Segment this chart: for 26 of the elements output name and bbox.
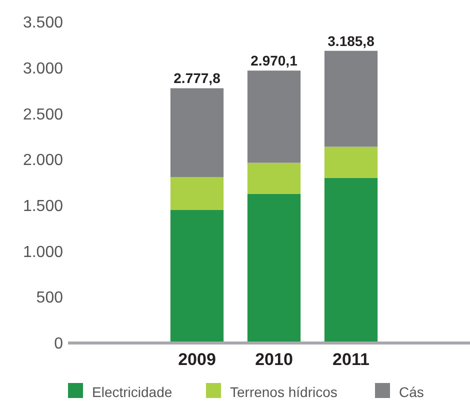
y-tick-label: 2.500: [22, 106, 64, 124]
x-tick-label: 2010: [255, 350, 293, 369]
bar: [247, 194, 301, 343]
x-tick-label: 2009: [178, 350, 216, 369]
bar: [247, 70, 301, 163]
y-tick-label: 500: [36, 290, 64, 307]
total-label: 2.777,8: [174, 70, 221, 86]
bar: [170, 88, 224, 177]
total-label: 2.970,1: [250, 52, 298, 69]
x-tick-label: 2011: [332, 350, 370, 369]
y-tick-label: 0: [54, 336, 64, 353]
y-tick-label: 1.000: [22, 244, 64, 261]
bar: [170, 210, 224, 343]
bar: [247, 162, 301, 194]
legend-label: Electricidade: [92, 384, 172, 400]
total-label: 3.185,8: [328, 32, 375, 49]
y-tick-label: 2.000: [22, 152, 64, 170]
y-tick-label: 1.500: [22, 198, 64, 216]
bar: [170, 176, 224, 210]
bar: [324, 146, 378, 178]
bar: [324, 178, 378, 343]
bar: [324, 50, 378, 147]
legend-label: Cás: [399, 384, 424, 400]
y-tick-label: 3.000: [22, 60, 64, 78]
y-tick-label: 3.500: [22, 14, 64, 32]
legend-label: Terrenos hídricos: [230, 384, 338, 400]
